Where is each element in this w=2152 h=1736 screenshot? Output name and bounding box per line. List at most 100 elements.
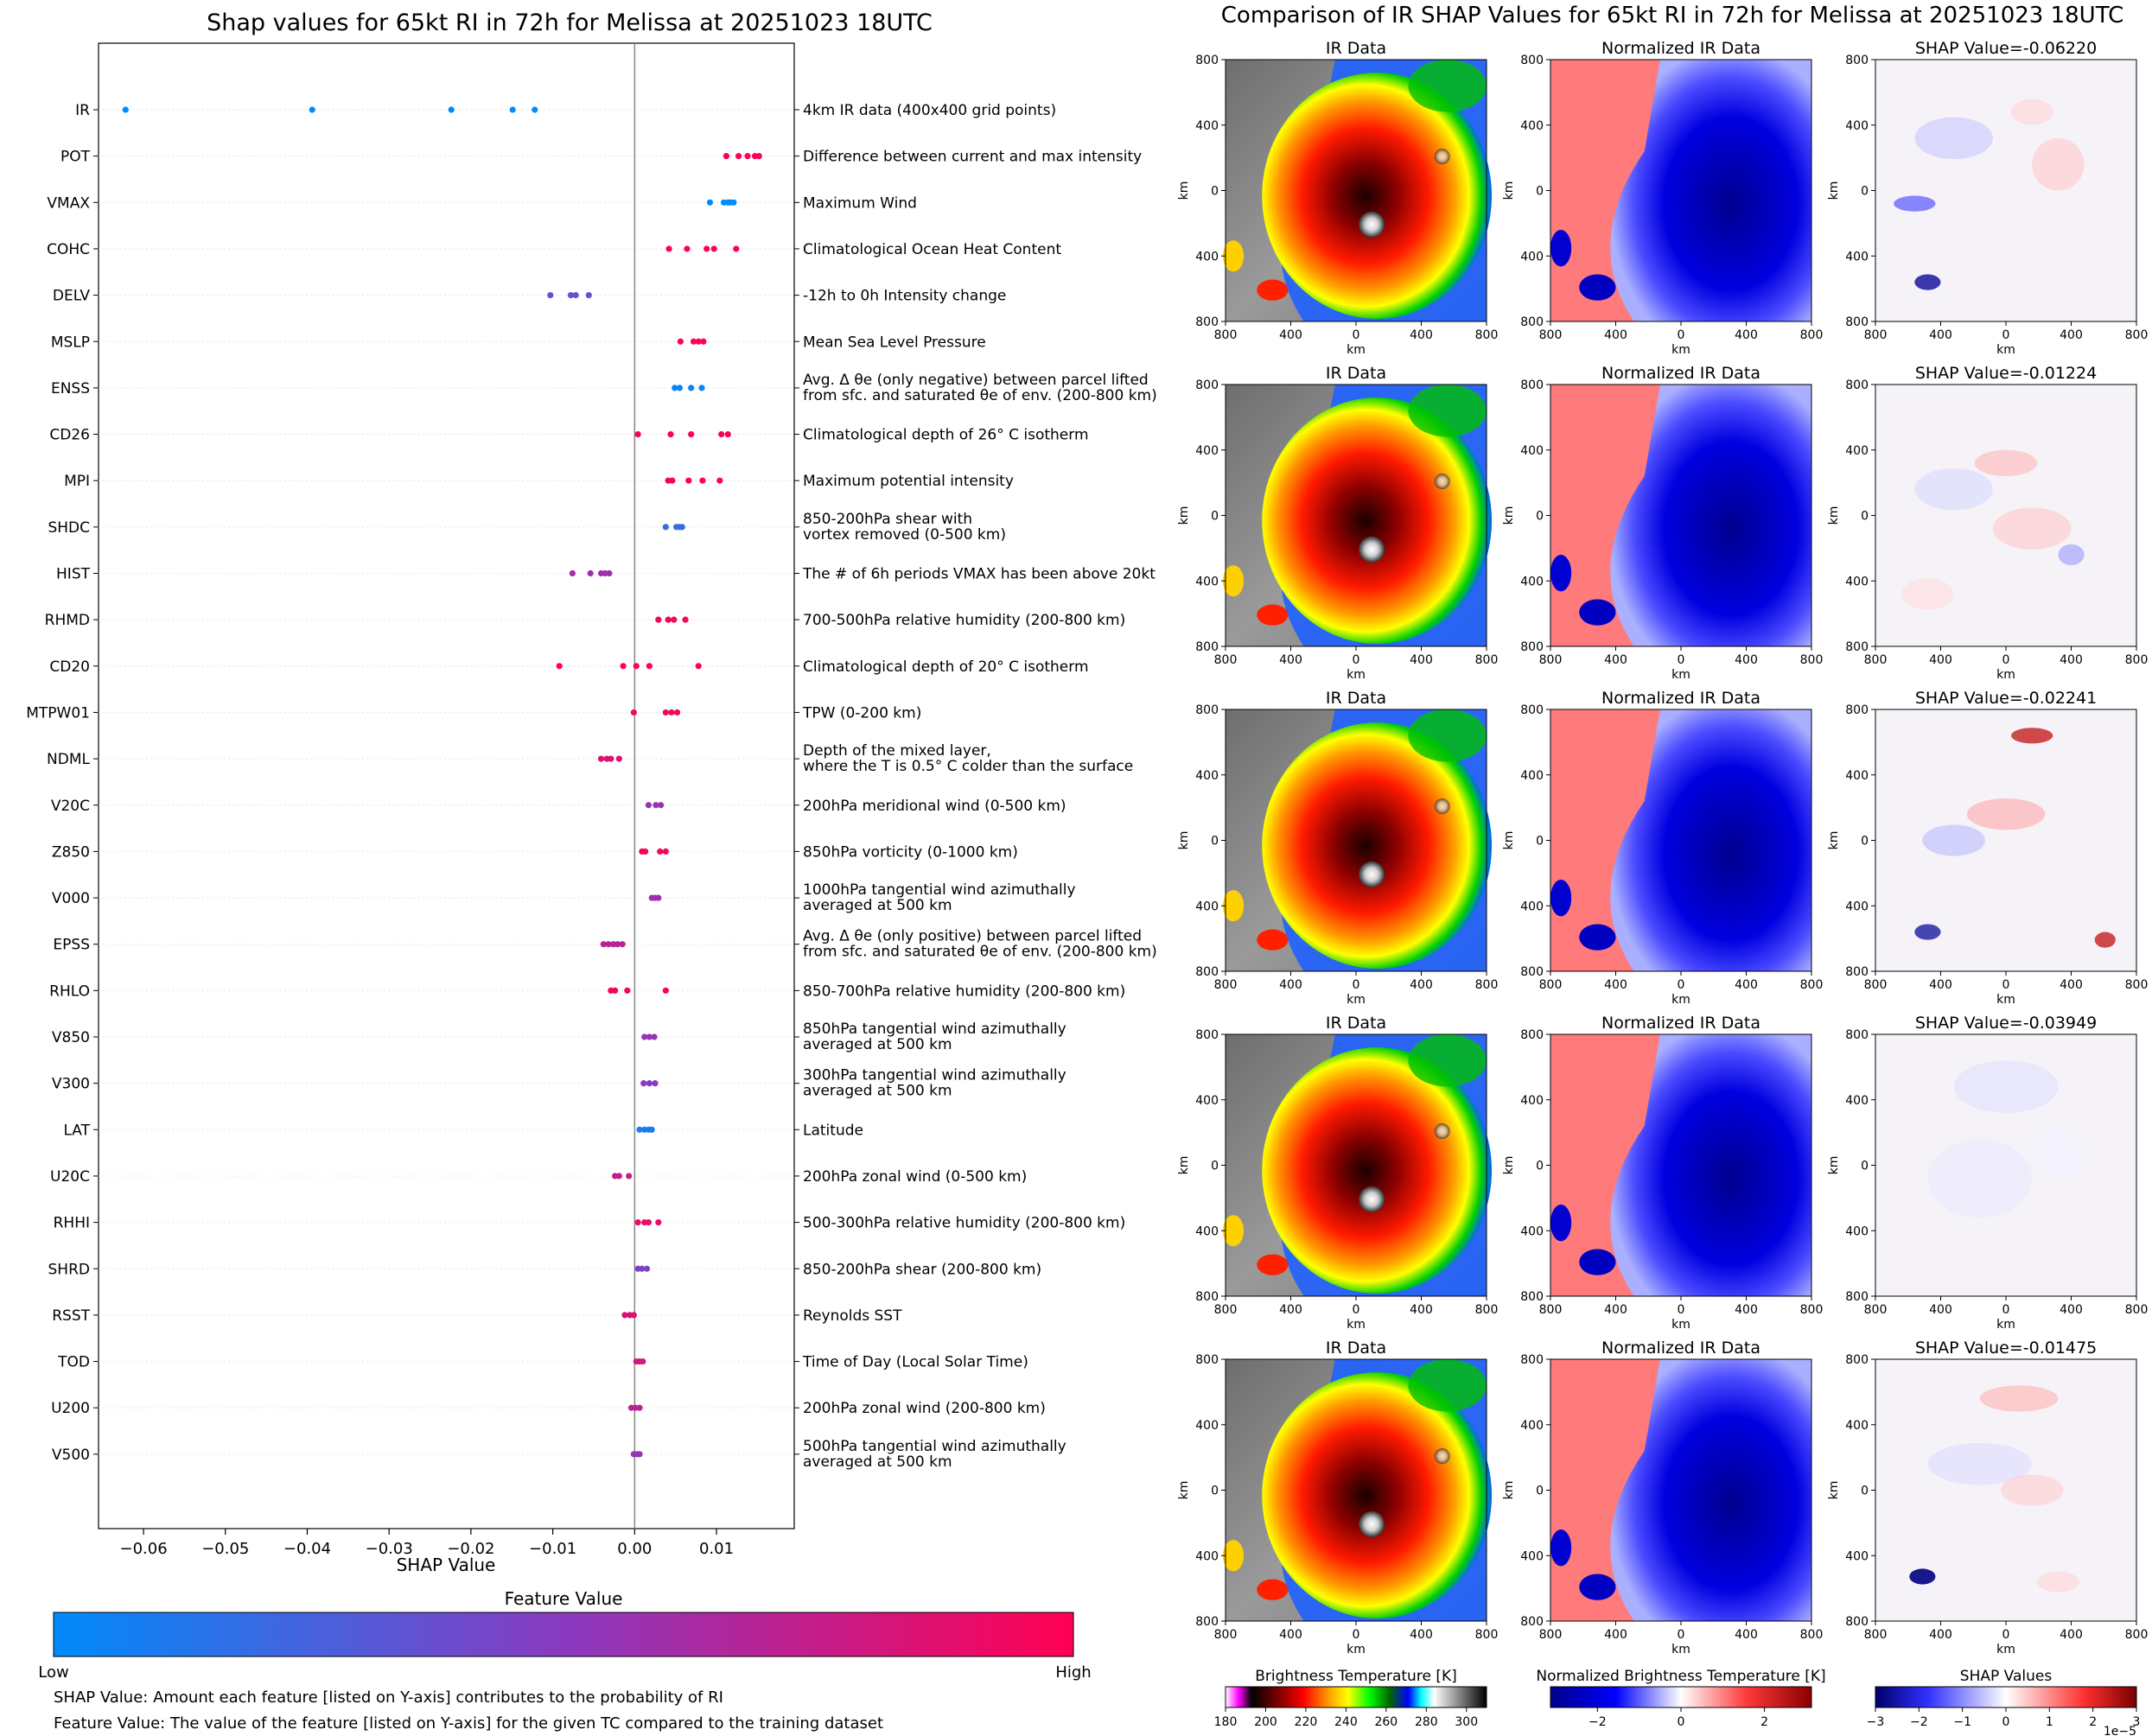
- ir-storm-core: [1262, 73, 1493, 319]
- x-axis-label: km: [1996, 993, 2015, 1007]
- shap-dot: [678, 524, 685, 531]
- shap-dot: [615, 755, 622, 762]
- shap-dot: [724, 430, 731, 438]
- normalized-small-cloud: [1550, 554, 1572, 592]
- shap-map-blob: [1992, 507, 2072, 550]
- colorbar-tick-label: 0: [1678, 1715, 1685, 1729]
- ir-small-convection: [1257, 929, 1289, 951]
- y-axis-label: km: [1502, 831, 1516, 850]
- shap-dot: [620, 663, 627, 670]
- x-tick-label: −0.06: [120, 1540, 168, 1558]
- panel-title: SHAP Value=-0.02241: [1915, 689, 2097, 708]
- x-tick-label: 400: [1929, 1303, 1952, 1317]
- x-tick-label: 0: [2002, 1303, 2010, 1317]
- y-axis-label: km: [1177, 1481, 1191, 1500]
- colorbar-tick-label: 1: [2046, 1715, 2053, 1729]
- x-tick-label: 800: [1800, 1303, 1824, 1317]
- shap-dot: [572, 292, 579, 299]
- x-tick-label: 800: [1864, 653, 1888, 667]
- shap-dot: [645, 1219, 653, 1226]
- feature-description: Latitude: [803, 1122, 863, 1139]
- shap-dots: [122, 106, 762, 1458]
- shap-dot: [718, 430, 725, 438]
- colorbar-tick-label: 0: [2002, 1715, 2010, 1729]
- ir-hot-tower: [1434, 798, 1450, 815]
- shap-map-panel: SHAP Value=-0.06220800800400400004004008…: [1827, 39, 2148, 357]
- y-tick-label: 800: [1845, 965, 1869, 979]
- shap-dot: [684, 245, 691, 252]
- shap-dot: [634, 1219, 641, 1226]
- feature-label-tod: TOD: [57, 1354, 90, 1371]
- x-tick-label: 400: [1410, 653, 1433, 667]
- bt-colorbar-ticks: 180 200 220 240 260 280 300: [1214, 1707, 1478, 1729]
- shap-map-panel: SHAP Value=-0.03949800800400400004004008…: [1827, 1014, 2148, 1332]
- y-tick-label: 800: [1195, 1290, 1219, 1304]
- feature-description: Climatological depth of 26° C isotherm: [803, 427, 1089, 444]
- y-axis-feature-labels: IR POT VMAX COHC DELV MSLP ENSS CD26 MPI SHDC HIST…: [26, 102, 99, 1464]
- feature-label-z850: Z850: [52, 843, 90, 861]
- y-tick-label: 800: [1845, 54, 1869, 67]
- shap-dot: [448, 106, 455, 113]
- colorbar-tick-label: 180: [1214, 1715, 1238, 1729]
- y-tick-label: 0: [1211, 1485, 1219, 1498]
- shap-dot: [641, 1033, 648, 1040]
- feature-label-vmax: VMAX: [47, 194, 90, 212]
- shap-dot: [547, 292, 554, 299]
- x-axis-label: km: [1996, 343, 2015, 357]
- y-tick-label: 400: [1845, 769, 1869, 783]
- shap-dot: [585, 292, 592, 299]
- row-grid: [99, 109, 794, 1455]
- feature-label-cd20: CD20: [49, 658, 90, 676]
- y-tick-label: 400: [1520, 444, 1544, 458]
- y-tick-label: 0: [1861, 1485, 1869, 1498]
- shap-dot: [698, 385, 705, 391]
- shap-dot: [587, 569, 594, 577]
- y-tick-label: 400: [1845, 444, 1869, 458]
- colorbar-tick-label: −2: [1910, 1715, 1928, 1729]
- feature-description: 700-500hPa relative humidity (200-800 km…: [803, 612, 1125, 629]
- colorbar-tick-label: −2: [1589, 1715, 1607, 1729]
- x-tick-label: 0: [2002, 653, 2010, 667]
- x-tick-label: 800: [1475, 328, 1499, 342]
- x-tick-label: 800: [1864, 328, 1888, 342]
- y-tick-label: 800: [1195, 1353, 1219, 1367]
- panel-title: SHAP Value=-0.06220: [1915, 39, 2097, 58]
- x-tick-label: 800: [1214, 1303, 1238, 1317]
- shap-dot: [735, 153, 742, 160]
- feature-description: averaged at 500 km: [803, 1083, 952, 1100]
- y-tick-label: 800: [1845, 1615, 1869, 1629]
- feature-description: Mean Sea Level Pressure: [803, 334, 986, 351]
- x-tick-label: 800: [1864, 1303, 1888, 1317]
- feature-description: vortex removed (0-500 km): [803, 526, 1006, 544]
- x-axis-label: km: [1671, 343, 1690, 357]
- feature-label-cohc: COHC: [47, 241, 90, 258]
- feature-description: 850-200hPa shear with: [803, 511, 972, 528]
- x-tick-label: 800: [1800, 328, 1824, 342]
- feature-description: TPW (0-200 km): [802, 704, 921, 722]
- shap-map-blob: [2000, 1474, 2064, 1506]
- x-tick-label: 400: [1279, 653, 1302, 667]
- ir-small-convection: [1222, 1540, 1245, 1572]
- shap-dot: [636, 1404, 643, 1411]
- x-axis-label: km: [1671, 993, 1690, 1007]
- x-tick-label: 800: [2125, 328, 2149, 342]
- y-tick-label: 400: [1195, 444, 1219, 458]
- feature-description: 500hPa tangential wind azimuthally: [803, 1438, 1066, 1455]
- feature-colorbar-gradient: [53, 1612, 1074, 1657]
- y-tick-label: 400: [1195, 119, 1219, 133]
- panel-title: SHAP Value=-0.01224: [1915, 364, 2097, 383]
- y-tick-label: 800: [1845, 1028, 1869, 1042]
- y-tick-label: 400: [1520, 119, 1544, 133]
- y-tick-label: 800: [1520, 1353, 1544, 1367]
- ir-small-convection: [1257, 604, 1289, 626]
- ir-cloud-band: [1408, 60, 1487, 112]
- y-tick-label: 800: [1195, 1028, 1219, 1042]
- feature-description: Difference between current and max inten…: [803, 149, 1142, 166]
- x-tick-label: 400: [1410, 328, 1433, 342]
- x-tick-label: 400: [1735, 653, 1758, 667]
- normalized-cloud: [1610, 1359, 1811, 1621]
- y-tick-label: 800: [1845, 315, 1869, 329]
- shap-map-blob: [1914, 467, 1993, 511]
